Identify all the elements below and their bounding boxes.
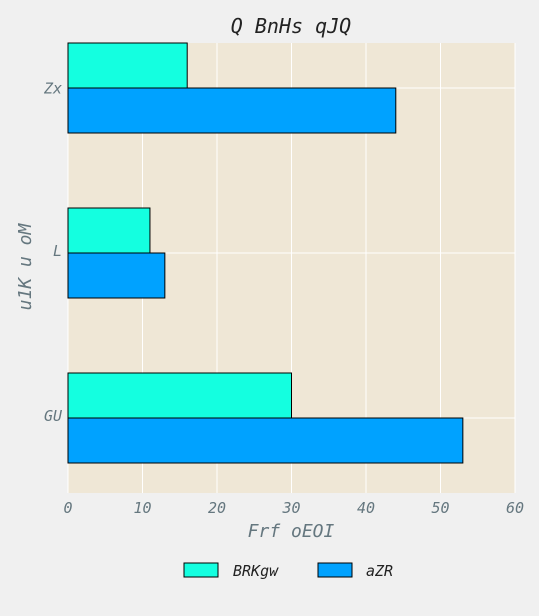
bar-azr-zx bbox=[67, 87, 397, 134]
chart-title: Q BnHs qJQ bbox=[231, 14, 351, 38]
y-axis-label: u1K u oM bbox=[15, 222, 36, 310]
x-ticks-layer: 0 10 20 30 40 50 60 bbox=[63, 499, 524, 517]
bar-brkgw-zx bbox=[67, 42, 188, 89]
x-tick-label: 0 bbox=[63, 499, 72, 517]
x-tick-label: 60 bbox=[506, 499, 524, 517]
bar-brkgw-gu bbox=[67, 372, 292, 419]
bar-azr-l bbox=[67, 252, 166, 299]
y-tick-label: GU bbox=[44, 407, 63, 425]
bar-azr-gu bbox=[67, 417, 464, 464]
legend-label-azr: aZR bbox=[366, 562, 393, 580]
x-tick-label: 50 bbox=[431, 499, 449, 517]
y-tick-label: Zx bbox=[43, 79, 62, 97]
y-ticks-layer: Zx L GU bbox=[43, 79, 63, 425]
y-tick-label: L bbox=[53, 242, 62, 260]
legend: BRKgw aZR bbox=[183, 562, 393, 580]
bars-layer bbox=[67, 42, 464, 464]
x-tick-label: 20 bbox=[208, 499, 226, 517]
x-tick-label: 10 bbox=[133, 499, 151, 517]
x-axis-label: Frf oEOI bbox=[248, 521, 335, 542]
legend-label-brkgw: BRKgw bbox=[233, 562, 279, 580]
x-tick-label: 30 bbox=[281, 499, 300, 517]
legend-swatch-azr bbox=[317, 562, 353, 578]
bar-brkgw-l bbox=[67, 207, 151, 254]
legend-swatch-brkgw bbox=[183, 562, 219, 578]
x-tick-label: 40 bbox=[357, 499, 375, 517]
